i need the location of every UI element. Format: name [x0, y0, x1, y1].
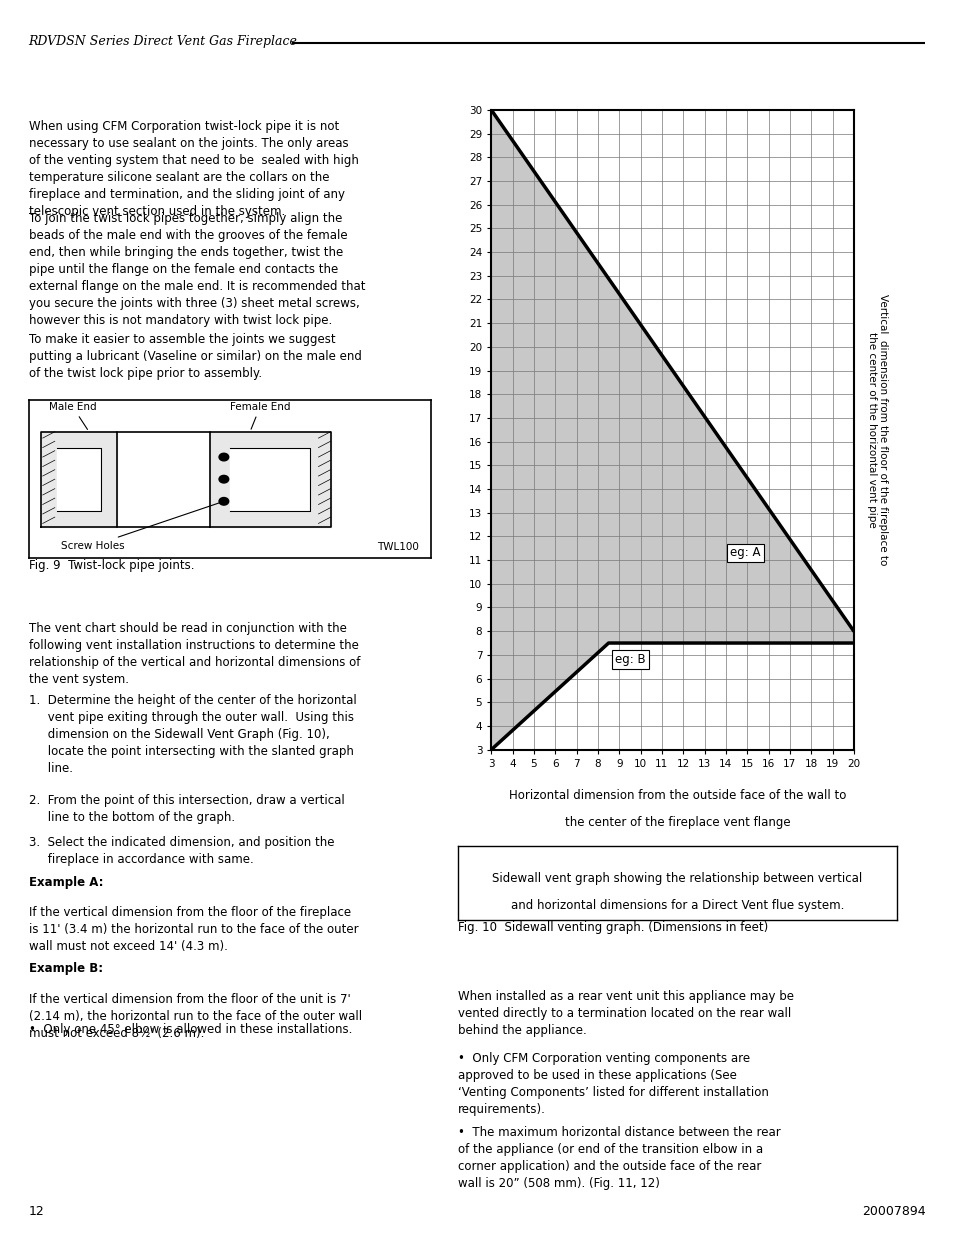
Text: Twist Lock Pipes: Twist Lock Pipes — [166, 95, 294, 109]
Text: and horizontal dimensions for a Direct Vent flue system.: and horizontal dimensions for a Direct V… — [510, 899, 843, 913]
Text: 1.  Determine the height of the center of the horizontal
     vent pipe exiting : 1. Determine the height of the center of… — [29, 694, 356, 776]
Text: Sidewall vent graph showing the relationship between vertical: Sidewall vent graph showing the relation… — [492, 872, 862, 885]
Text: Example A:: Example A: — [29, 876, 103, 889]
Text: RDVDSN Series Direct Vent Gas Fireplace: RDVDSN Series Direct Vent Gas Fireplace — [29, 36, 297, 48]
Circle shape — [219, 453, 229, 461]
Text: •  Only one 45° elbow is allowed in these installations.: • Only one 45° elbow is allowed in these… — [29, 1023, 352, 1036]
Text: Fig. 10  Sidewall venting graph. (Dimensions in feet): Fig. 10 Sidewall venting graph. (Dimensi… — [457, 921, 767, 935]
Text: 20007894: 20007894 — [861, 1205, 924, 1218]
Text: 3.  Select the indicated dimension, and position the
     fireplace in accordanc: 3. Select the indicated dimension, and p… — [29, 836, 334, 866]
Text: When installed as a rear vent unit this appliance may be
vented directly to a te: When installed as a rear vent unit this … — [457, 990, 793, 1037]
Polygon shape — [41, 432, 117, 526]
Polygon shape — [57, 447, 101, 511]
Text: If the vertical dimension from the floor of the unit is 7'
(2.14 m), the horizon: If the vertical dimension from the floor… — [29, 993, 361, 1040]
Polygon shape — [230, 447, 310, 511]
Text: Vertical  dimension from the floor of the fireplace to
the center of the horizon: Vertical dimension from the floor of the… — [866, 294, 887, 566]
Text: Male End: Male End — [49, 401, 96, 430]
Circle shape — [219, 498, 229, 505]
Text: Example B:: Example B: — [29, 962, 103, 976]
Text: Rear Wall Vent Application: Rear Wall Vent Application — [572, 966, 781, 979]
Text: •  Only CFM Corporation venting components are
approved to be used in these appl: • Only CFM Corporation venting component… — [457, 1052, 768, 1116]
Text: •  The maximum horizontal distance between the rear
of the appliance (or end of : • The maximum horizontal distance betwee… — [457, 1126, 780, 1191]
Text: To join the twist lock pipes together, simply align the
beads of the male end wi: To join the twist lock pipes together, s… — [29, 212, 365, 327]
Text: Fig. 9  Twist-lock pipe joints.: Fig. 9 Twist-lock pipe joints. — [29, 559, 193, 573]
Text: 2.  From the point of this intersection, draw a vertical
     line to the bottom: 2. From the point of this intersection, … — [29, 794, 344, 824]
Text: eg: A: eg: A — [729, 546, 760, 559]
Text: TWL100: TWL100 — [376, 542, 418, 552]
Text: To make it easier to assemble the joints we suggest
putting a lubricant (Vaselin: To make it easier to assemble the joints… — [29, 333, 361, 380]
Text: 12: 12 — [29, 1205, 45, 1218]
Text: The vent chart should be read in conjunction with the
following vent installatio: The vent chart should be read in conjunc… — [29, 622, 359, 687]
Text: Horizontal dimension from the outside face of the wall to: Horizontal dimension from the outside fa… — [508, 789, 845, 802]
Text: Screw Holes: Screw Holes — [61, 503, 221, 551]
Text: eg: B: eg: B — [615, 653, 645, 666]
Text: If the vertical dimension from the floor of the fireplace
is 11' (3.4 m) the hor: If the vertical dimension from the floor… — [29, 906, 358, 953]
Text: Female End: Female End — [230, 401, 290, 430]
Text: the center of the fireplace vent flange: the center of the fireplace vent flange — [564, 815, 789, 829]
Text: When using CFM Corporation twist-lock pipe it is not
necessary to use sealant on: When using CFM Corporation twist-lock pi… — [29, 120, 358, 217]
Text: How to Use the Vent Graph: How to Use the Vent Graph — [123, 598, 336, 611]
Polygon shape — [210, 432, 330, 526]
Circle shape — [219, 475, 229, 483]
